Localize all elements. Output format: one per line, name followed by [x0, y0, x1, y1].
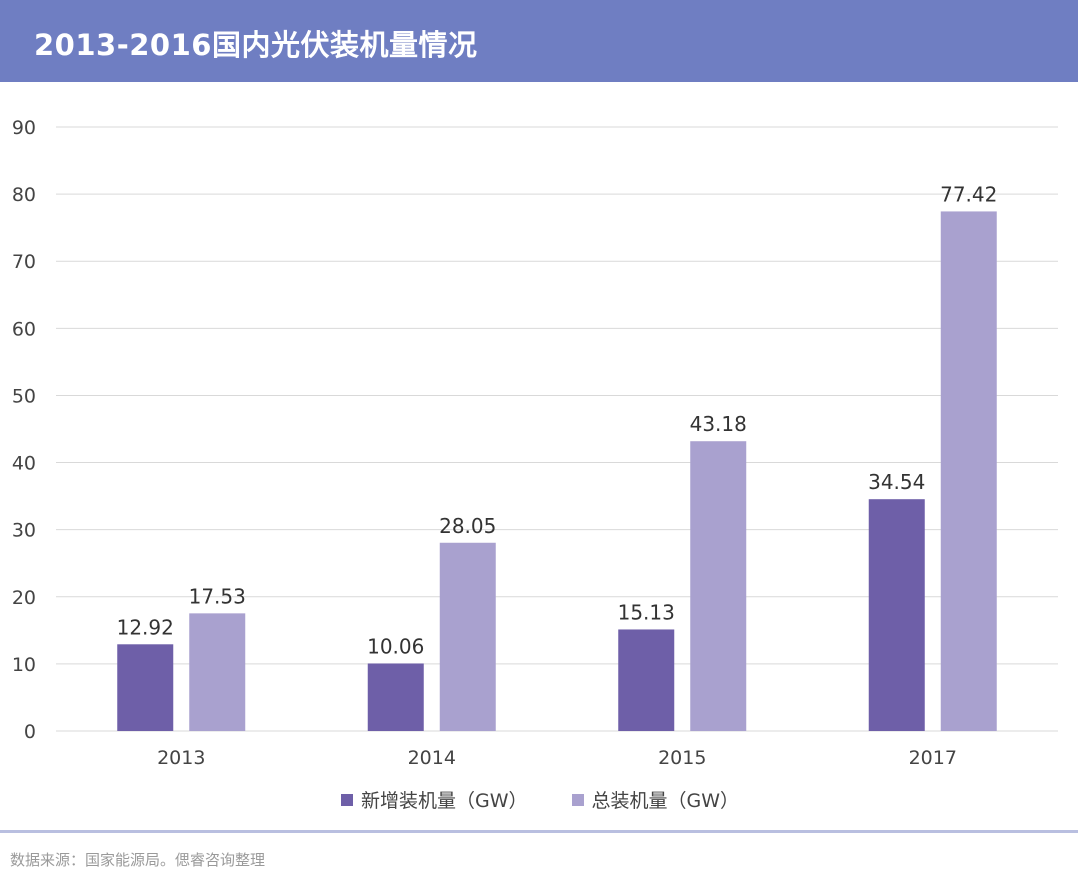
- chart-header: 2013-2016国内光伏装机量情况: [0, 0, 1078, 82]
- y-tick-label: 10: [12, 654, 36, 676]
- bar-total-installed: [690, 441, 747, 731]
- data-label: 43.18: [690, 412, 747, 436]
- bar-new-installed: [117, 644, 174, 731]
- legend-swatch-total: [571, 793, 584, 806]
- footer-divider: [0, 830, 1078, 833]
- y-tick-label: 20: [12, 587, 36, 609]
- y-tick-label: 50: [12, 385, 36, 407]
- legend-label-new: 新增装机量（GW）: [360, 790, 528, 812]
- legend-item-new: 新增装机量（GW）: [340, 786, 528, 813]
- data-label: 77.42: [940, 182, 997, 206]
- bar-chart: 0 10 20 30 40 50 60 70 80 90 12.92 17.53 2013 10.06 28…: [12, 117, 1058, 769]
- y-tick-label: 60: [12, 318, 36, 340]
- y-tick-label: 30: [12, 520, 36, 542]
- legend-swatch-new: [340, 793, 353, 806]
- legend-item-total: 总装机量（GW）: [571, 786, 740, 813]
- data-label: 12.92: [117, 615, 174, 639]
- y-tick-label: 80: [12, 184, 36, 206]
- x-tick-label: 2017: [909, 747, 957, 769]
- data-label: 28.05: [439, 514, 496, 538]
- x-tick-label: 2015: [658, 747, 706, 769]
- bar-new-installed: [868, 499, 925, 731]
- x-tick-label: 2014: [408, 747, 456, 769]
- bar-new-installed: [367, 663, 424, 731]
- y-tick-label: 70: [12, 251, 36, 273]
- bar-total-installed: [439, 542, 496, 731]
- data-label: 34.54: [868, 470, 925, 494]
- chart-legend: 新增装机量（GW） 总装机量（GW）: [0, 786, 1080, 813]
- y-tick-label: 90: [12, 117, 36, 139]
- chart-title: 2013-2016国内光伏装机量情况: [34, 28, 478, 62]
- bar-new-installed: [618, 629, 675, 731]
- data-label: 10.06: [367, 634, 424, 658]
- data-label: 17.53: [189, 584, 246, 608]
- data-label: 15.13: [618, 600, 675, 624]
- y-tick-label: 0: [24, 721, 36, 743]
- x-tick-label: 2013: [157, 747, 205, 769]
- bar-total-installed: [940, 211, 997, 731]
- y-tick-label: 40: [12, 453, 36, 475]
- bar-total-installed: [189, 613, 246, 731]
- source-note: 数据来源：国家能源局。偲睿咨询整理: [10, 851, 266, 869]
- legend-label-total: 总装机量（GW）: [591, 790, 740, 812]
